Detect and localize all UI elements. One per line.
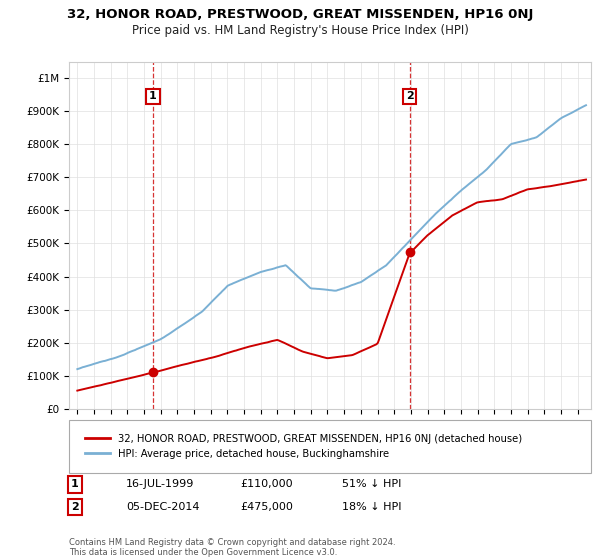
Text: 51% ↓ HPI: 51% ↓ HPI xyxy=(342,479,401,489)
Text: £475,000: £475,000 xyxy=(240,502,293,512)
FancyBboxPatch shape xyxy=(69,420,591,473)
Text: 1: 1 xyxy=(149,91,157,101)
Text: 05-DEC-2014: 05-DEC-2014 xyxy=(126,502,199,512)
Text: 16-JUL-1999: 16-JUL-1999 xyxy=(126,479,194,489)
Text: £110,000: £110,000 xyxy=(240,479,293,489)
Text: 2: 2 xyxy=(406,91,413,101)
Text: 1: 1 xyxy=(71,479,79,489)
Text: Price paid vs. HM Land Registry's House Price Index (HPI): Price paid vs. HM Land Registry's House … xyxy=(131,24,469,36)
Legend: 32, HONOR ROAD, PRESTWOOD, GREAT MISSENDEN, HP16 0NJ (detached house), HPI: Aver: 32, HONOR ROAD, PRESTWOOD, GREAT MISSEND… xyxy=(79,428,529,465)
Text: Contains HM Land Registry data © Crown copyright and database right 2024.
This d: Contains HM Land Registry data © Crown c… xyxy=(69,538,395,557)
Text: 2: 2 xyxy=(71,502,79,512)
Text: 18% ↓ HPI: 18% ↓ HPI xyxy=(342,502,401,512)
Text: 32, HONOR ROAD, PRESTWOOD, GREAT MISSENDEN, HP16 0NJ: 32, HONOR ROAD, PRESTWOOD, GREAT MISSEND… xyxy=(67,8,533,21)
